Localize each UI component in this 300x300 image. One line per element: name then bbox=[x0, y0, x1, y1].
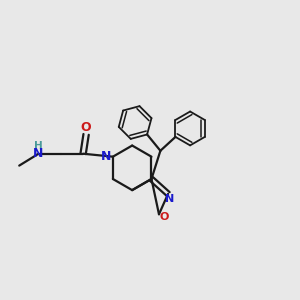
Text: N: N bbox=[33, 147, 44, 160]
Text: H: H bbox=[34, 141, 43, 151]
Text: N: N bbox=[165, 194, 174, 204]
Text: O: O bbox=[81, 122, 92, 134]
Text: O: O bbox=[160, 212, 169, 222]
Text: N: N bbox=[101, 150, 112, 163]
